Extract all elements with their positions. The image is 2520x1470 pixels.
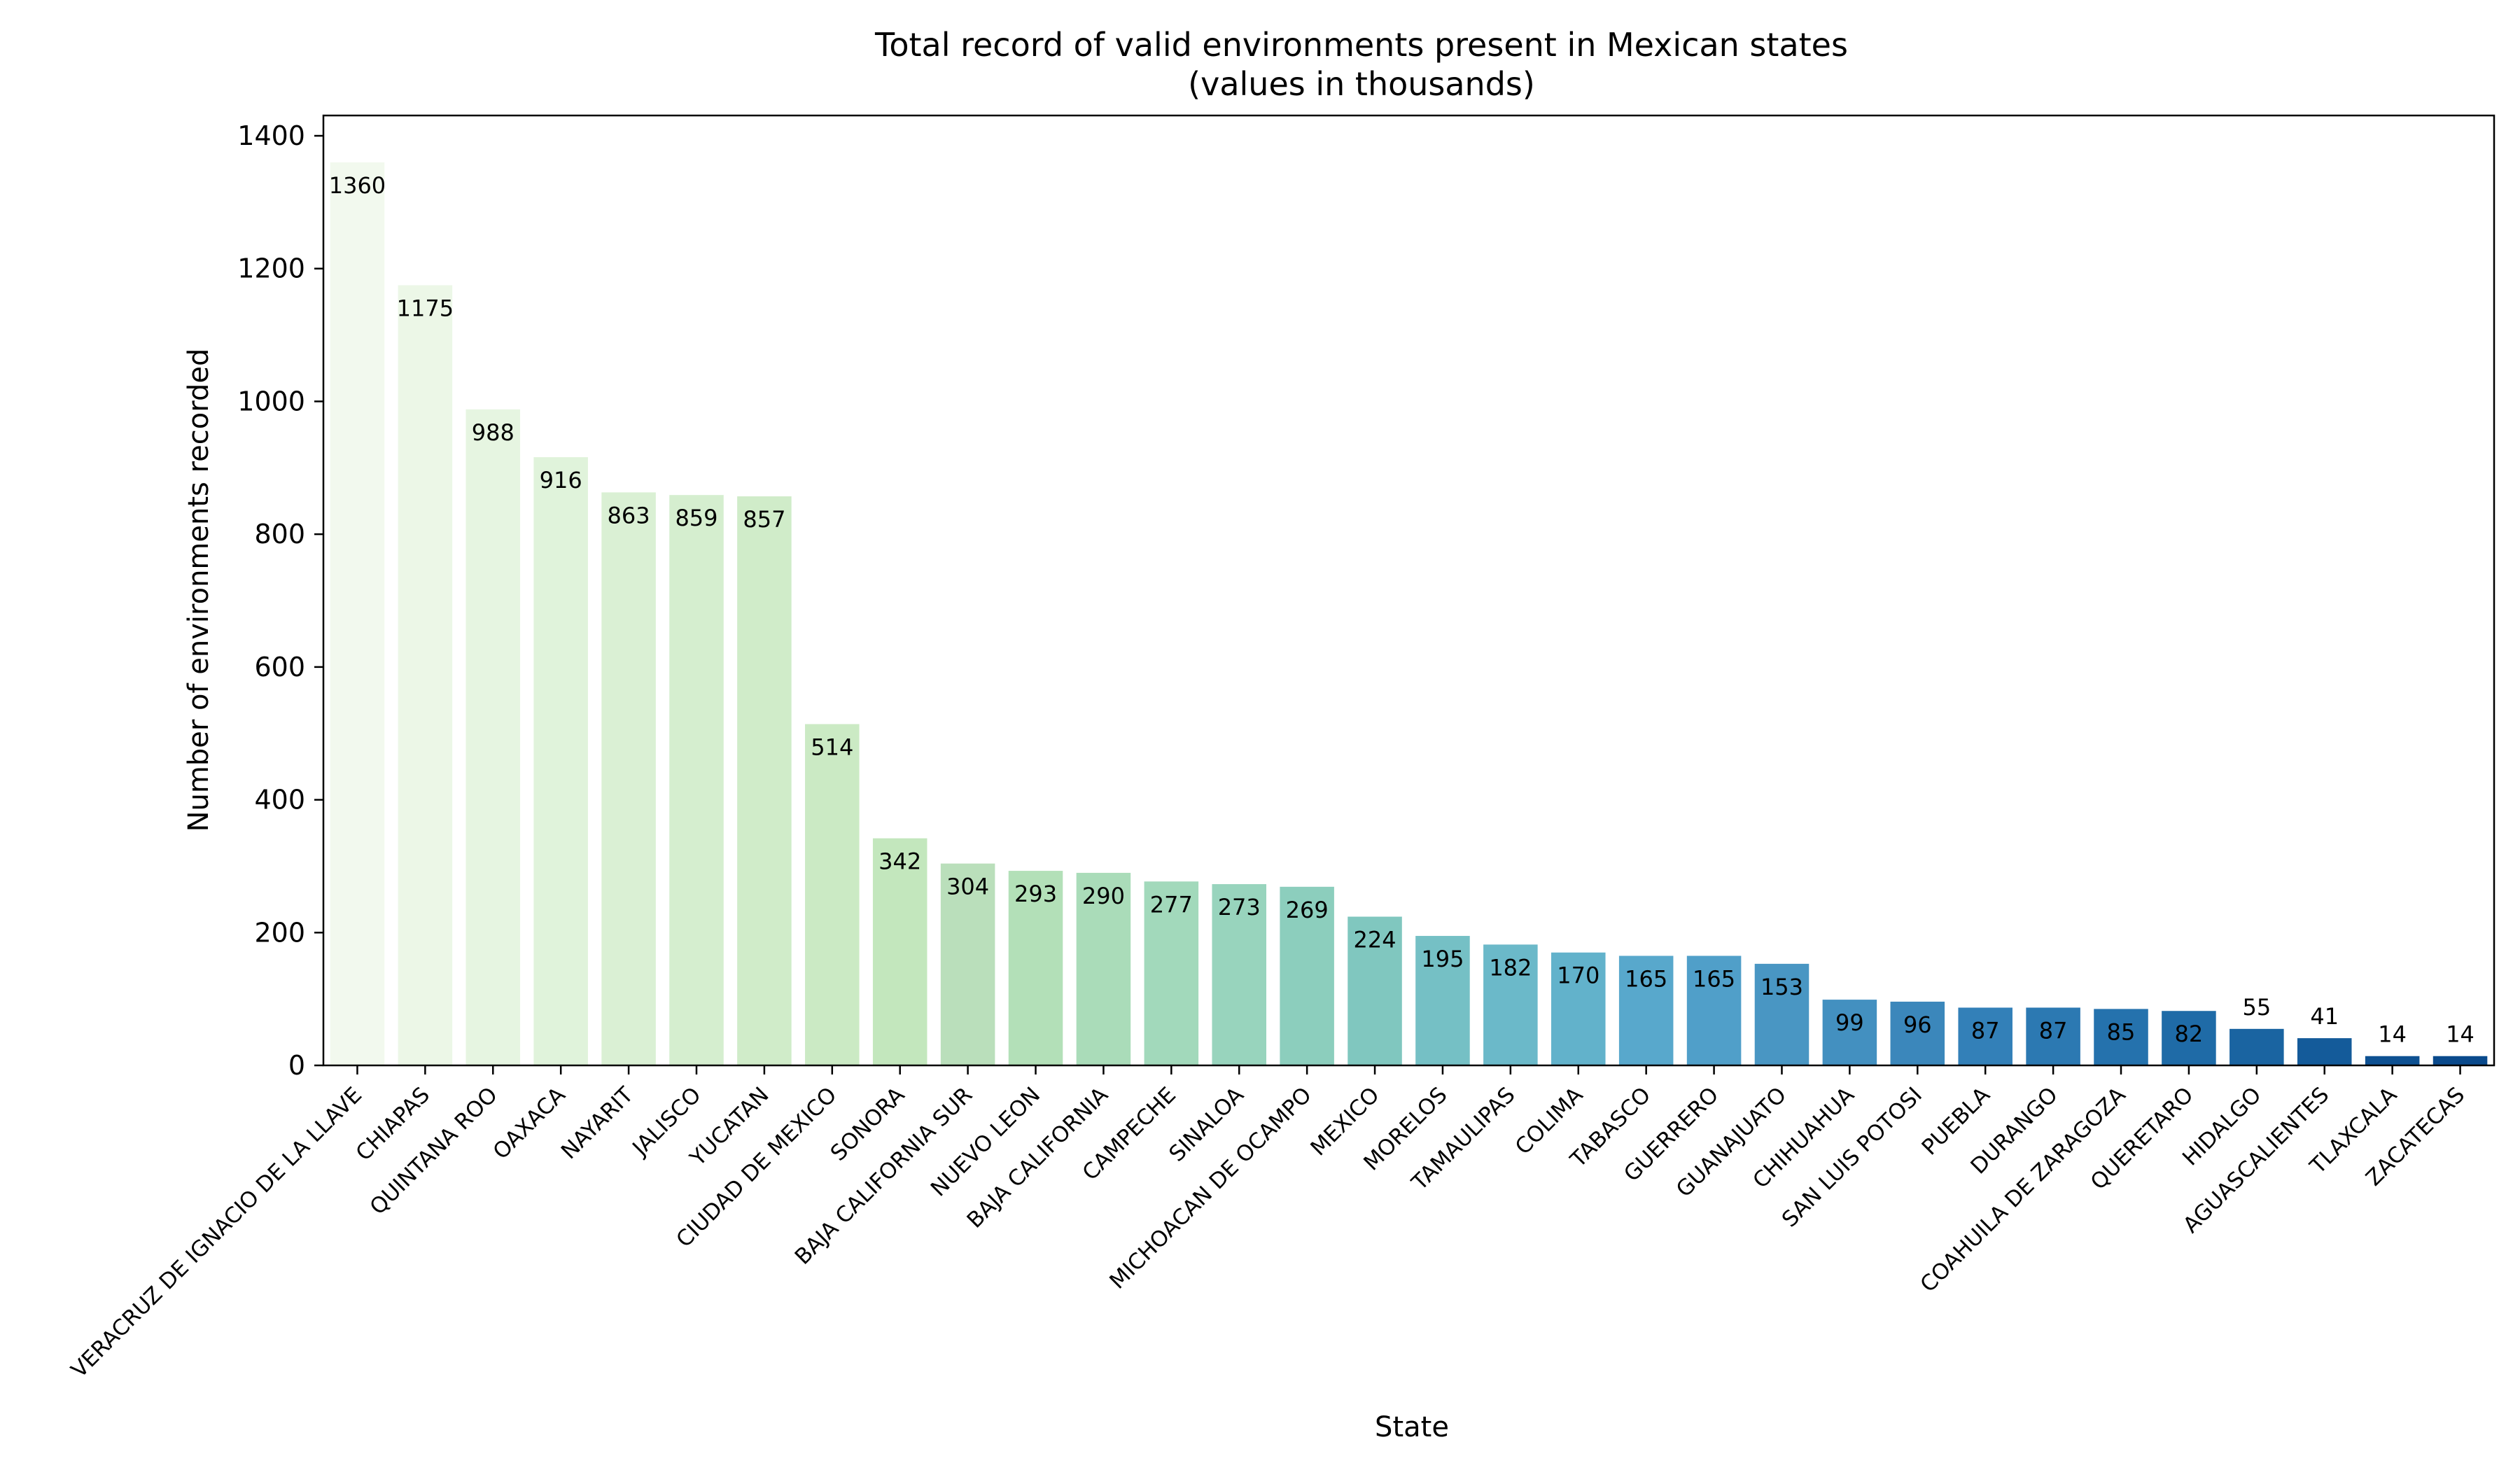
bar (1890, 1001, 1945, 1065)
bar (1008, 871, 1063, 1065)
y-tick-label: 1000 (237, 386, 305, 416)
data-label: 41 (2310, 1003, 2339, 1030)
data-label: 14 (2446, 1021, 2474, 1048)
bar (940, 863, 995, 1065)
bar (1212, 884, 1266, 1065)
bar (2365, 1056, 2420, 1065)
bar (465, 409, 521, 1065)
y-axis: 0 200 400 600 800 1000 1200 1400 (237, 120, 323, 1081)
bar (1415, 936, 1470, 1065)
data-label: 273 (1218, 894, 1261, 920)
data-label: 153 (1760, 974, 1803, 1000)
data-label: 82 (2175, 1021, 2204, 1047)
y-tick-label: 600 (254, 652, 305, 682)
data-label: 269 (1286, 897, 1329, 923)
data-label: 99 (1835, 1009, 1864, 1036)
bar (2162, 1011, 2216, 1065)
data-label: 277 (1150, 891, 1193, 918)
bar (1618, 955, 1674, 1065)
bar (398, 285, 453, 1066)
bar (1551, 952, 1606, 1065)
bar (1280, 886, 1334, 1065)
data-label: 342 (878, 848, 921, 875)
data-label: 14 (2378, 1021, 2407, 1048)
bar (533, 457, 588, 1065)
bar (2297, 1038, 2352, 1065)
bar (1686, 955, 1742, 1065)
bar (601, 492, 656, 1065)
y-tick-label: 800 (254, 519, 305, 550)
bar (669, 495, 724, 1065)
data-label: 1360 (329, 172, 386, 199)
data-label: 87 (1971, 1017, 2000, 1044)
bar (1076, 872, 1131, 1065)
bar (2026, 1007, 2080, 1065)
bar (1483, 944, 1538, 1065)
chart-title: Total record of valid environments prese… (874, 26, 1848, 64)
bar (1822, 1000, 1877, 1065)
y-axis-label: Number of environments recorded (183, 349, 215, 832)
data-label: 165 (1693, 965, 1735, 992)
data-label: 224 (1354, 927, 1396, 953)
bar (2094, 1009, 2148, 1065)
bar (1754, 963, 1809, 1065)
bar (1958, 1007, 2012, 1065)
y-tick-label: 200 (254, 917, 305, 948)
data-label: 165 (1625, 965, 1667, 992)
chart-subtitle: (values in thousands) (1188, 65, 1535, 103)
bar (2230, 1028, 2284, 1065)
bar (1348, 916, 1402, 1065)
data-label: 87 (2039, 1017, 2068, 1044)
data-label: 514 (811, 734, 853, 760)
data-label: 857 (743, 506, 785, 533)
data-label: 304 (946, 874, 989, 900)
data-label: 182 (1489, 954, 1532, 981)
y-tick-label: 400 (254, 785, 305, 816)
data-label: 55 (2242, 994, 2271, 1021)
data-label: 1175 (397, 295, 454, 321)
bar (805, 724, 860, 1065)
data-label: 85 (2107, 1018, 2136, 1045)
data-label: 170 (1557, 962, 1600, 989)
bars-layer (330, 162, 2488, 1066)
data-label: 859 (675, 505, 718, 531)
bar (330, 162, 385, 1066)
data-label: 290 (1082, 883, 1125, 909)
y-tick-label: 0 (288, 1050, 305, 1081)
bar (872, 838, 927, 1065)
x-axis-label: State (1375, 1411, 1449, 1443)
data-label: 863 (608, 502, 650, 528)
plot-frame (322, 114, 2496, 1067)
data-label: 96 (1903, 1011, 1932, 1038)
bar (737, 496, 792, 1065)
data-label: 293 (1014, 881, 1057, 907)
data-labels-layer: 1360 1175 988 916 863 859 857 514 342 304 293 290 27… (329, 172, 2474, 1048)
y-tick-label: 1400 (237, 120, 305, 151)
data-label: 195 (1421, 946, 1464, 972)
data-label: 916 (540, 467, 582, 493)
bar (1144, 881, 1199, 1065)
data-label: 988 (472, 419, 514, 446)
bar (2432, 1056, 2488, 1065)
y-tick-label: 1200 (237, 253, 305, 284)
